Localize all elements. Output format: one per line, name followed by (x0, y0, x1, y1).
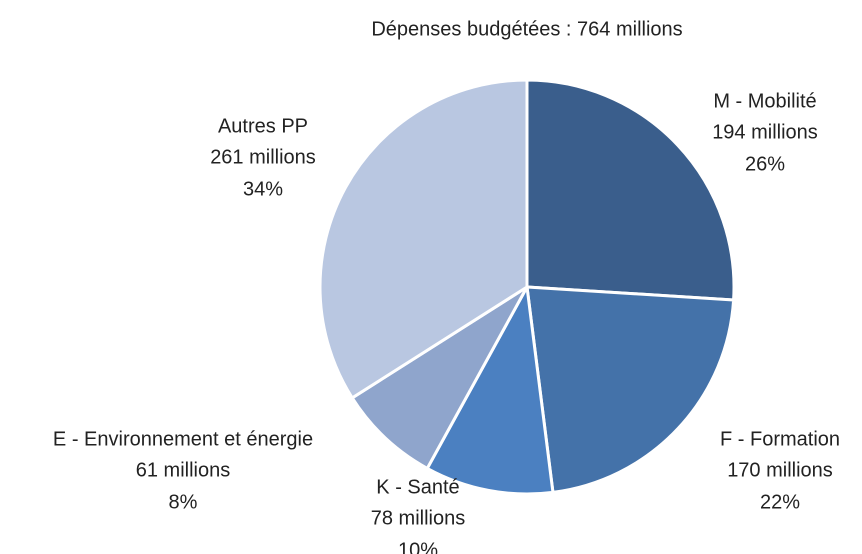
pie-slice (525, 78, 736, 302)
slice-amount: 194 millions (712, 121, 818, 143)
slice-percent: 34% (243, 178, 283, 200)
slice-category: F - Formation (720, 428, 840, 450)
pie-slice (318, 78, 529, 400)
slice-amount: 61 millions (136, 459, 230, 481)
pie-slice (525, 285, 736, 495)
slice-amount: 170 millions (727, 459, 833, 481)
slice-category: K - Santé (376, 476, 459, 498)
slice-percent: 22% (760, 491, 800, 513)
slice-category: E - Environnement et énergie (53, 428, 313, 450)
slice-amount: 78 millions (371, 507, 465, 529)
slice-percent: 8% (169, 491, 198, 513)
slice-percent: 10% (398, 539, 438, 554)
slice-amount: 261 millions (210, 146, 316, 168)
chart-title: Dépenses budgétées : 764 millions (371, 18, 682, 40)
slice-percent: 26% (745, 153, 785, 175)
pie-slice (350, 285, 529, 471)
slice-category: Autres PP (218, 115, 308, 137)
slice-category: M - Mobilité (713, 90, 816, 112)
pie-slice (425, 282, 555, 496)
